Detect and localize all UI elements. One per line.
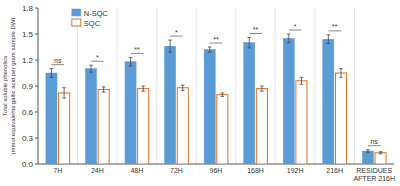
error-bar	[129, 57, 133, 66]
group-divider	[117, 8, 118, 164]
x-tick-label: 96H	[210, 167, 223, 174]
x-tick-label-line: 168H	[247, 167, 264, 174]
bar	[323, 39, 334, 164]
error-bar	[50, 69, 54, 78]
x-tick-label-line: 96H	[210, 167, 223, 174]
bar	[59, 93, 70, 164]
bar	[125, 62, 136, 164]
error-bar	[287, 34, 291, 43]
legend: N-SQCSQC	[72, 9, 109, 28]
x-tick-label-line: 48H	[130, 167, 143, 174]
x-tick-label-line: 72H	[170, 167, 183, 174]
group-divider	[196, 8, 197, 164]
bar	[138, 89, 149, 164]
x-tick-label: RESIDUESAFTER 216H	[353, 167, 395, 182]
group-divider	[235, 8, 236, 164]
group-divider	[156, 8, 157, 164]
bars	[46, 34, 386, 164]
error-bar	[62, 88, 66, 98]
error-bar	[247, 37, 251, 47]
error-bar	[168, 40, 172, 52]
significance-bracket	[249, 33, 262, 34]
error-bar	[260, 86, 264, 91]
bar	[177, 88, 188, 164]
significance-bracket	[328, 30, 341, 31]
legend-swatch	[72, 19, 81, 26]
y-tick-label: 1.8	[22, 4, 34, 13]
x-tick-label: 7H	[53, 167, 62, 174]
significance-bracket	[368, 145, 381, 146]
y-axis	[38, 8, 39, 164]
bar	[296, 81, 307, 164]
x-tick-label: 24H	[91, 167, 104, 174]
error-bar	[339, 69, 343, 78]
error-bar	[89, 65, 93, 72]
y-tick-label: 0.9	[22, 82, 34, 91]
y-tick-label: 0.3	[22, 134, 34, 143]
error-bar	[300, 77, 304, 84]
bar	[85, 69, 96, 164]
significance-bracket	[170, 36, 183, 37]
legend-label: N-SQC	[84, 9, 109, 18]
x-tick-label: 48H	[130, 167, 143, 174]
significance-bracket	[289, 30, 302, 31]
bar	[165, 46, 176, 164]
x-tick-label: 72H	[170, 167, 183, 174]
x-tick-label-line: RESIDUES	[356, 167, 392, 174]
significance-bracket	[210, 43, 223, 44]
significance-label: *	[175, 29, 178, 36]
significance-bracket	[51, 64, 64, 65]
significance-label: *	[96, 54, 99, 61]
legend-label: SQC	[84, 19, 101, 28]
bar	[98, 89, 109, 164]
group-divider	[314, 8, 315, 164]
group-divider	[354, 8, 355, 164]
x-tick-label-line: 192H	[287, 167, 304, 174]
bar	[375, 153, 386, 164]
x-tick-label: 216H	[326, 167, 343, 174]
x-tick-label-line: 7H	[53, 167, 62, 174]
x-tick-label-line: 24H	[91, 167, 104, 174]
y-axis-label-line: (mmol equivalents gallic acid per gram s…	[10, 17, 16, 154]
bar	[362, 151, 373, 164]
x-tick-label-line: 216H	[326, 167, 343, 174]
bar	[46, 73, 57, 164]
significance-label: **	[253, 26, 259, 33]
bar	[256, 89, 267, 164]
group-divider	[77, 8, 78, 164]
group-divider	[275, 8, 276, 164]
significance-label: *	[294, 23, 297, 30]
chart: 0.0 0.3 0.6 0.9 1.2 1.5 1.8 Total soluble pheno…	[0, 0, 400, 186]
significance-label: **	[213, 36, 219, 43]
bar	[204, 50, 215, 164]
bar	[217, 95, 228, 164]
significance-label: ns	[371, 138, 379, 145]
bar	[335, 73, 346, 164]
y-tick-label: 0.6	[22, 108, 34, 117]
bar	[283, 38, 294, 164]
error-bar	[379, 152, 383, 154]
legend-swatch	[72, 9, 81, 16]
x-tick-label: 192H	[287, 167, 304, 174]
x-tick-label: 168H	[247, 167, 264, 174]
y-tick-label: 1.5	[22, 30, 34, 39]
error-bar	[221, 93, 225, 96]
significance-label: ns	[54, 57, 62, 64]
significance-label: **	[134, 46, 140, 53]
x-tick-label-line: AFTER 216H	[353, 175, 395, 182]
error-bar	[181, 85, 185, 90]
y-tick-label: 1.2	[22, 56, 34, 65]
significance-label: **	[332, 23, 338, 30]
error-bar	[327, 35, 331, 44]
error-bar	[102, 87, 106, 92]
bar	[244, 43, 255, 164]
error-bar	[208, 47, 212, 52]
y-tick-label: 0.0	[22, 160, 34, 169]
y-axis-label-line: Total soluble phenolics	[2, 56, 8, 116]
error-bar	[366, 150, 370, 153]
significance-bracket	[131, 53, 144, 54]
y-axis-label: Total soluble phenolics(mmol equivalents…	[2, 17, 16, 154]
significance-bracket	[91, 61, 104, 62]
error-bar	[141, 86, 145, 91]
